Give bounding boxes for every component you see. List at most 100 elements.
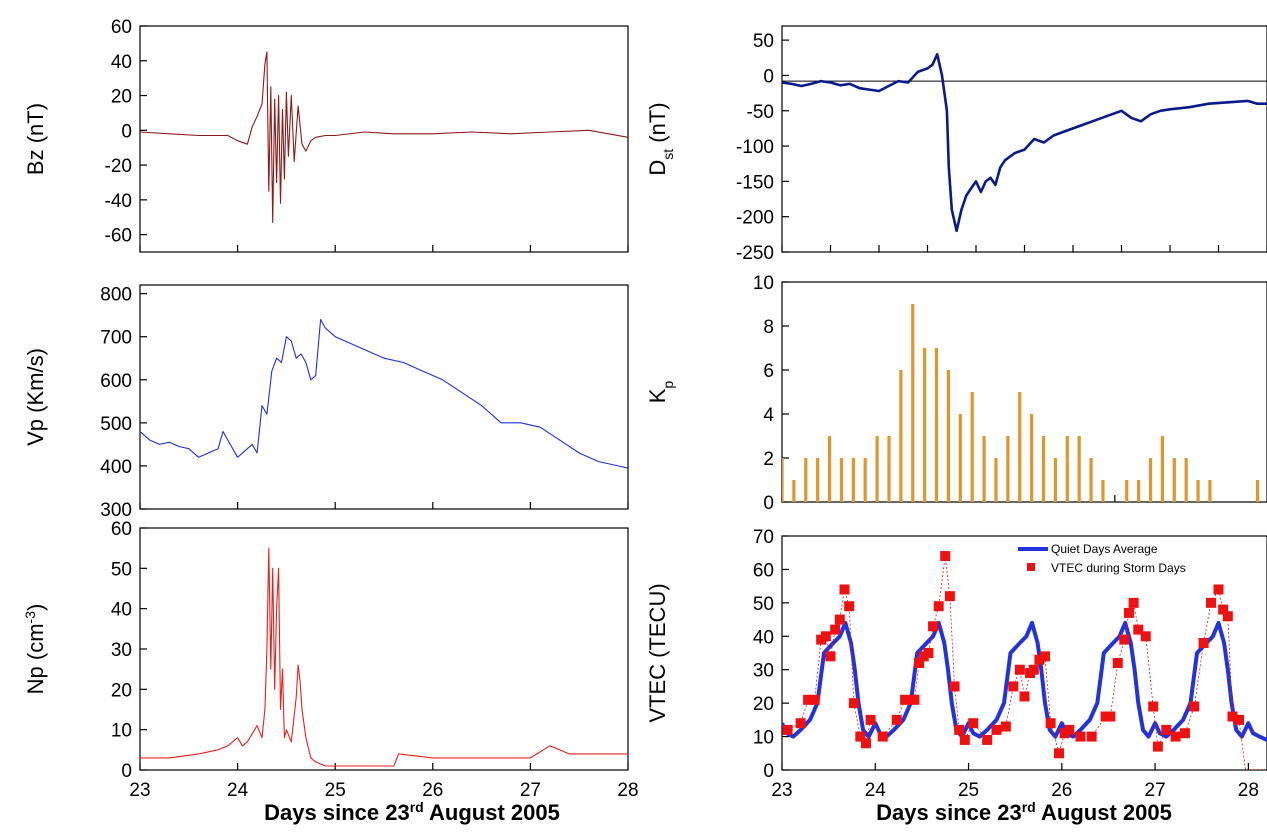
- vtec-storm-point: [1222, 611, 1233, 622]
- np-plot-frame: [139, 527, 629, 771]
- kp-bar: [816, 458, 820, 502]
- kp-bar: [1089, 458, 1093, 502]
- vp-y-tick-label: 700: [100, 328, 132, 349]
- vtec-x-tick-label: 26: [1051, 780, 1072, 801]
- vp-y-tick-label: 400: [100, 457, 132, 478]
- kp-bar: [827, 436, 832, 502]
- vtec-storm-point: [860, 738, 871, 749]
- dst-y-tick-label: -100: [736, 137, 774, 158]
- np-x-tick-label: 23: [129, 780, 150, 801]
- vtec-storm-point: [795, 718, 806, 729]
- kp-bar: [1041, 436, 1046, 502]
- dst-panel: 50 0 -50 -100 -150 -200 -250 Dst (nT): [645, 25, 1267, 264]
- dst-plot-frame: [781, 25, 1267, 253]
- vtec-storm-point: [949, 681, 960, 692]
- vtec-x-tick-label: 27: [1145, 780, 1166, 801]
- kp-bar: [994, 458, 998, 502]
- vtec-storm-point: [923, 648, 934, 658]
- vtec-storm-point: [1206, 597, 1217, 608]
- np-series-line: [140, 547, 628, 767]
- vtec-storm-point: [900, 694, 911, 705]
- kp-bar: [1160, 436, 1164, 502]
- vtec-y-axis-label: VTEC (TECU): [645, 583, 670, 722]
- vtec-storm-point: [944, 591, 955, 602]
- np-y-tick-label: 30: [111, 640, 132, 661]
- vtec-storm-point: [825, 651, 836, 662]
- vtec-storm-point: [1189, 701, 1200, 712]
- vp-y-tick-label: 500: [100, 414, 132, 435]
- np-x-tick-label: 27: [520, 780, 541, 801]
- np-y-tick-label: 10: [111, 721, 132, 742]
- vtec-x-tick-label: 25: [958, 780, 979, 801]
- vtec-storm-point: [891, 714, 902, 725]
- kp-bar: [1077, 436, 1081, 502]
- kp-bar: [1018, 392, 1022, 502]
- kp-y-tick-label: 0: [763, 493, 774, 514]
- bz-y-tick-label: -60: [105, 226, 132, 247]
- vtec-storm-point: [1218, 604, 1229, 615]
- vtec-storm-point: [1105, 711, 1116, 722]
- kp-bar: [875, 436, 879, 502]
- vp-y-tick-label: 600: [100, 371, 132, 392]
- np-panel: 60 50 40 30 20 10 023 24 25 26 27 28 Np (cm-3): [22, 519, 639, 801]
- vtec-y-tick-label: 70: [753, 527, 774, 548]
- dst-y-tick-label: 50: [753, 31, 774, 52]
- kp-bar: [1184, 458, 1188, 502]
- kp-bar: [1006, 436, 1010, 502]
- vtec-storm-point: [830, 624, 841, 635]
- np-y-axis-label: Np (cm-3): [22, 604, 48, 695]
- vp-plot-frame: [139, 284, 629, 510]
- legend-quiet-label: Quiet Days Average: [1051, 542, 1158, 556]
- bz-y-tick-label: 0: [121, 121, 132, 142]
- vtec-storm-point: [834, 614, 845, 625]
- vtec-y-tick-label: 10: [753, 728, 774, 749]
- vtec-storm-point: [954, 724, 965, 735]
- kp-y-tick-label: 10: [753, 273, 774, 294]
- dst-series-line: [782, 53, 1267, 233]
- vtec-y-tick-label: 40: [753, 627, 774, 648]
- vtec-storm-point: [968, 718, 979, 729]
- vtec-storm-point: [1000, 721, 1011, 732]
- vtec-panel: 70 60 50 40 30 20 10 023 24 25 26 27 28 VTEC (TECU) Qu…: [645, 527, 1267, 801]
- np-x-tick-label: 26: [422, 780, 443, 801]
- vtec-storm-point: [1161, 724, 1172, 735]
- vtec-storm-point: [982, 734, 993, 745]
- kp-plot-frame: [781, 281, 1267, 503]
- kp-y-axis-label: Kp: [645, 381, 676, 404]
- dst-y-tick-label: 0: [763, 66, 774, 87]
- vtec-storm-point: [1054, 748, 1065, 759]
- vtec-storm-point: [1179, 728, 1190, 739]
- kp-bar: [1172, 458, 1176, 502]
- vtec-y-tick-label: 20: [753, 694, 774, 715]
- kp-bar: [1053, 458, 1058, 502]
- np-x-tick-label: 25: [325, 780, 346, 801]
- vtec-y-tick-label: 30: [753, 661, 774, 682]
- np-x-tick-label: 24: [227, 780, 249, 801]
- vtec-storm-point: [928, 621, 939, 632]
- bz-plot-frame: [139, 25, 629, 253]
- bz-series-line: [140, 51, 628, 223]
- kp-bar: [863, 458, 867, 502]
- np-x-tick-label: 28: [617, 780, 638, 801]
- np-y-tick-label: 20: [111, 680, 132, 701]
- vtec-storm-point: [1008, 681, 1019, 692]
- bz-y-tick-label: -20: [105, 156, 132, 177]
- vtec-x-tick-label: 28: [1238, 780, 1259, 801]
- kp-bar: [1208, 480, 1212, 502]
- vtec-storm-point: [991, 724, 1002, 735]
- dst-y-tick-label: -200: [736, 208, 774, 229]
- vtec-quiet-line: [782, 620, 1267, 742]
- kp-bar: [1101, 480, 1105, 502]
- vtec-storm-point: [1170, 731, 1181, 742]
- kp-y-tick-label: 4: [763, 405, 774, 426]
- np-y-tick-label: 60: [111, 519, 132, 540]
- right-x-axis-label: Days since 23rd August 2005: [876, 799, 1172, 825]
- vtec-storm-point: [820, 631, 831, 642]
- kp-bar: [792, 480, 796, 502]
- vtec-storm-point: [959, 734, 970, 745]
- vtec-storm-point: [914, 658, 925, 669]
- vtec-storm-point: [940, 551, 951, 562]
- kp-bar: [804, 458, 808, 502]
- legend-storm-swatch: [1027, 563, 1035, 571]
- vtec-storm-point: [1019, 691, 1030, 702]
